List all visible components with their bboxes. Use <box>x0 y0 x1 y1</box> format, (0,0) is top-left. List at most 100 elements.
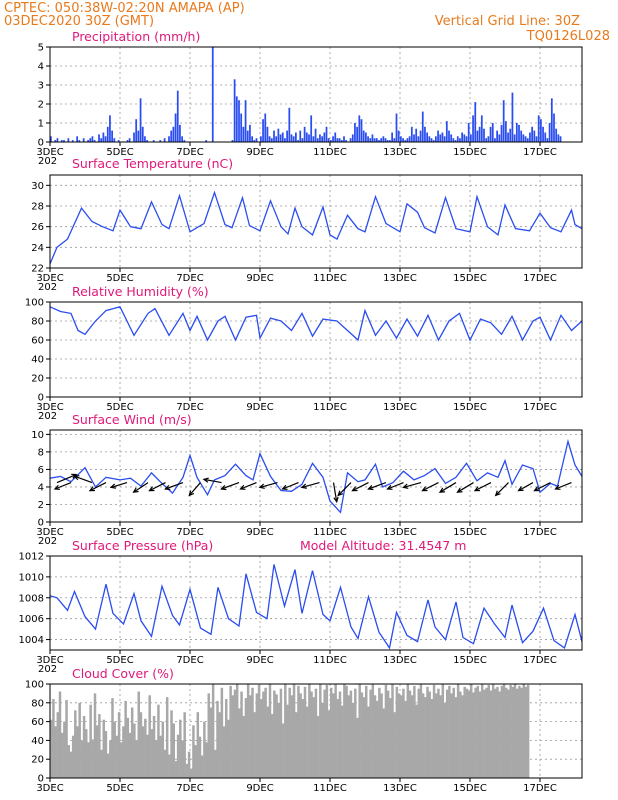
cloud-bar <box>408 690 412 778</box>
cloud-bar <box>76 726 79 778</box>
x-tick-label: 9DEC <box>246 273 273 284</box>
cloud-bar <box>334 684 337 778</box>
precip-bar <box>144 136 146 142</box>
x-tick-label: 5DEC <box>106 783 133 794</box>
precip-bar <box>308 134 310 142</box>
cloud-bar <box>395 686 399 778</box>
wind-arrow-head <box>367 484 374 491</box>
cloud-bar <box>205 742 208 778</box>
precip-bar <box>380 138 383 142</box>
cloud-bar <box>200 755 204 778</box>
cloud-bar <box>515 688 519 778</box>
y-tick-label: 24 <box>31 243 44 254</box>
y-tick-label: 60 <box>31 717 44 728</box>
x-tick-label: 17DEC <box>523 273 557 284</box>
cloud-bar <box>362 697 366 778</box>
precip-bar <box>152 140 155 142</box>
header-model: TQ0126L028 <box>526 29 610 44</box>
x-tick-label: 15DEC <box>453 147 487 158</box>
precip-bar <box>273 130 275 142</box>
precip-bar <box>126 140 129 142</box>
precip-bar <box>251 136 253 142</box>
precip-bar <box>205 140 208 142</box>
cloud-bar <box>98 714 101 778</box>
cloud-bar <box>375 700 379 778</box>
precip-bar <box>531 126 533 142</box>
y-tick-label: 2 <box>38 100 44 111</box>
cloud-bar <box>214 749 217 778</box>
x-tick-year-partial: 202 <box>38 411 57 422</box>
wind-arrow-head <box>71 473 78 479</box>
precip-bar <box>336 138 339 142</box>
cloud-bar <box>448 685 451 778</box>
wind-arrow-head <box>494 490 501 497</box>
x-tick-label: 11DEC <box>313 402 347 413</box>
precip-bar <box>102 132 105 142</box>
cloud-bar <box>157 704 160 778</box>
precip-bar <box>286 130 288 142</box>
cloud-bar <box>253 712 256 778</box>
precip-bar <box>445 121 448 142</box>
x-tick-label: 11DEC <box>313 147 347 158</box>
wind-arrow-head <box>132 487 139 493</box>
temp-line <box>49 190 583 265</box>
cloud-bar <box>338 691 342 778</box>
cloud-bar <box>281 723 285 778</box>
cloud-bar <box>301 699 305 778</box>
y-tick-label: 40 <box>31 736 44 747</box>
cloud-bar <box>365 685 368 778</box>
precip-bar <box>270 138 273 142</box>
cloud-bar <box>358 684 361 778</box>
cloud-bar <box>113 721 116 778</box>
precip-bar <box>135 119 138 142</box>
precip-bar <box>356 126 358 142</box>
plot-frame <box>49 46 583 143</box>
precip-bar <box>391 132 393 142</box>
cloud-bar <box>439 695 442 778</box>
cloud-bar <box>240 691 243 778</box>
cloud-bar <box>192 725 195 778</box>
wind-arrow-head <box>88 486 96 492</box>
y-tick-label: 4 <box>38 482 44 493</box>
y-tick-label: 40 <box>31 355 44 366</box>
precip-bar <box>268 136 271 142</box>
precip-bar <box>111 130 113 142</box>
cloud-bar <box>483 689 486 778</box>
precip-bar <box>67 138 70 142</box>
panel-title: Surface Wind (m/s) <box>72 412 192 427</box>
precip-bar <box>419 130 422 142</box>
x-tick-label: 13DEC <box>383 655 417 666</box>
wind-arrow-head <box>53 484 61 490</box>
precip-bar <box>378 140 380 142</box>
x-tick-label: 17DEC <box>523 527 557 538</box>
y-tick-label: 100 <box>25 298 44 309</box>
precip-bar <box>139 98 142 142</box>
precip-bar <box>362 130 365 142</box>
precip-bar <box>520 130 523 142</box>
x-tick-label: 9DEC <box>246 147 273 158</box>
cloud-bar <box>279 688 283 778</box>
precip-bar <box>264 113 267 142</box>
cloud-bar <box>128 732 132 778</box>
cloud-bar <box>465 688 469 778</box>
cloud-bar <box>351 702 355 778</box>
precip-bar <box>351 134 354 142</box>
cloud-bar <box>183 712 186 778</box>
cloud-bar <box>314 688 318 778</box>
precip-bar <box>332 136 334 142</box>
precip-bar <box>343 136 345 142</box>
cloud-bar <box>400 695 403 778</box>
cloud-bar <box>373 695 377 778</box>
cloud-bar <box>69 751 73 778</box>
cloud-bar <box>216 700 219 778</box>
x-tick-label: 13DEC <box>383 527 417 538</box>
wind-arrow <box>165 482 184 490</box>
precip-bar <box>277 128 280 142</box>
cloud-bar <box>67 745 70 778</box>
cloud-bar <box>393 712 396 778</box>
precip-bar <box>448 130 450 142</box>
precip-bar <box>354 123 356 142</box>
x-tick-label: 3DEC <box>36 147 63 158</box>
cloud-bar <box>513 684 517 778</box>
cloud-bar <box>174 761 178 778</box>
